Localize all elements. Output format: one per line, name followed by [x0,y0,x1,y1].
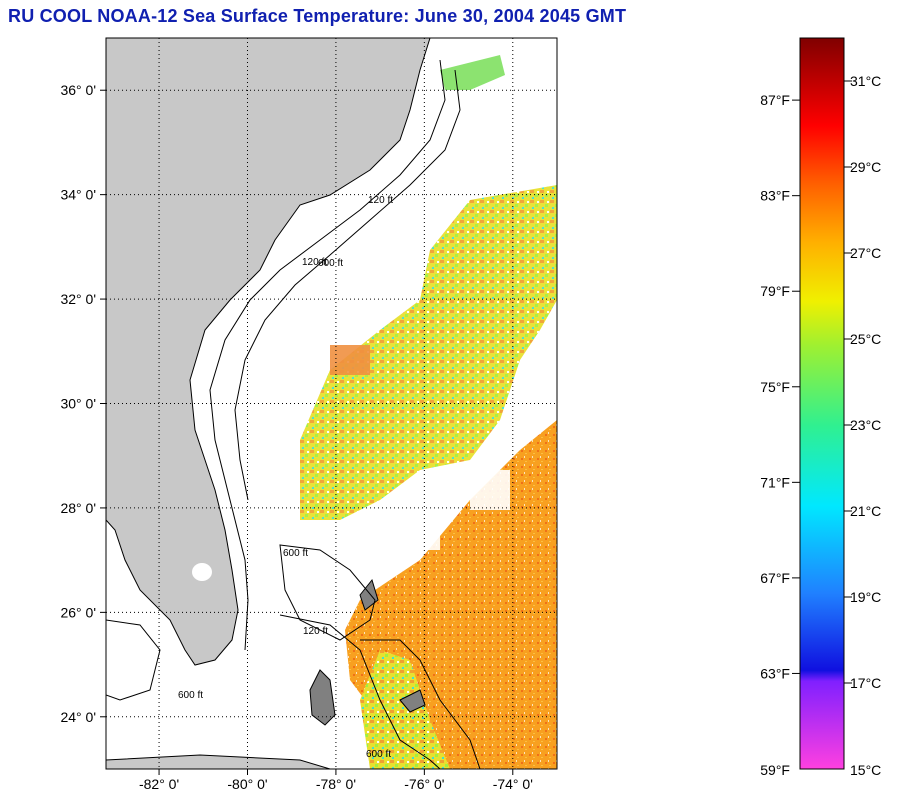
longitude-labels: -82° 0' -80° 0' -78° 0' -76° 0' -74° 0' [139,769,533,792]
bathymetry-contours [106,59,481,769]
colorbar-c-label: 25°C [850,331,881,347]
sst-data-layer [300,55,557,769]
lon-tick-label: -80° 0' [227,776,267,792]
colorbar-c-label: 21°C [850,503,881,519]
land-cuba [106,754,331,769]
colorbar-c-label: 31°C [850,73,881,89]
lon-tick-label: -82° 0' [139,776,179,792]
contour-label: 600 ft [283,548,308,559]
colorbar [799,37,845,770]
lat-tick-label: 36° 0' [60,82,96,98]
colorbar-c-label: 17°C [850,675,881,691]
colorbar-f-label: 83°F [760,188,790,204]
lon-tick-label: -74° 0' [493,776,533,792]
lat-tick-label: 34° 0' [60,187,96,203]
contour-label: 600 ft [318,258,343,269]
contour-labels: 120 ft 120 ft 600 ft 600 ft 120 ft 600 f… [178,195,393,760]
colorbar-f-label: 75°F [760,379,790,395]
lat-tick-label: 26° 0' [60,604,96,620]
colorbar-c-label: 19°C [850,589,881,605]
colorbar-f-label: 87°F [760,92,790,108]
lat-tick-label: 28° 0' [60,500,96,516]
colorbar-c-label: 23°C [850,417,881,433]
lon-tick-label: -78° 0' [316,776,356,792]
lake-icon [192,563,212,581]
colorbar-f-label: 79°F [760,283,790,299]
map-area: 120 ft 120 ft 600 ft 600 ft 120 ft 600 f… [106,38,557,769]
latitude-labels: 36° 0' 34° 0' 32° 0' 30° 0' 28° 0' 26° 0' 24° … [60,82,106,725]
colorbar-c-label: 29°C [850,159,881,175]
colorbar-f-label: 67°F [760,570,790,586]
map-title: RU COOL NOAA-12 Sea Surface Temperature:… [8,6,627,26]
colorbar-c-label: 15°C [850,762,881,778]
lat-tick-label: 32° 0' [60,291,96,307]
colorbar-f-label: 59°F [760,762,790,778]
colorbar-c-label: 27°C [850,245,881,261]
contour-label: 120 ft [368,195,393,206]
colorbar-f-label: 63°F [760,665,790,681]
contour-label: 600 ft [178,690,203,701]
lat-tick-label: 24° 0' [60,709,96,725]
lon-tick-label: -76° 0' [404,776,444,792]
contour-label: 120 ft [302,257,327,268]
colorbar-f-label: 71°F [760,474,790,490]
contour-label: 120 ft [303,626,328,637]
lat-tick-label: 30° 0' [60,396,96,412]
colorbar-ticks: 87°F 83°F 79°F 75°F 71°F 67°F 63°F 59°F 31°C 29°C… [760,73,881,778]
contour-label: 600 ft [366,749,391,760]
land-bahamas [309,669,336,726]
